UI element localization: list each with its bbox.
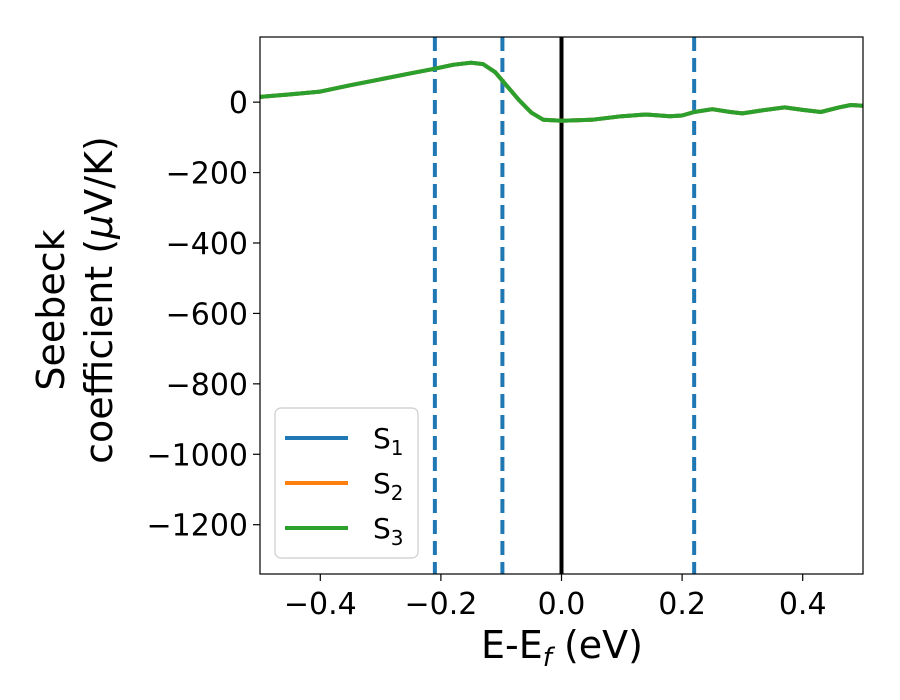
y-tick-label: 0 xyxy=(229,86,248,121)
x-tick-label: 0.2 xyxy=(658,587,706,622)
x-axis-title: E-Ef (eV) xyxy=(481,623,643,673)
y-tick-label: −600 xyxy=(166,297,248,332)
series-line-s3 xyxy=(260,60,863,123)
x-tick-label: −0.4 xyxy=(284,587,357,622)
y-axis-title-line2: coefficient (μV/K) xyxy=(77,136,121,464)
y-tick-label: −400 xyxy=(166,227,248,262)
legend-label-s3: S3 xyxy=(373,512,404,550)
x-axis-ticks: −0.4 −0.2 0.0 0.2 0.4 xyxy=(284,574,827,622)
legend-label-s1: S1 xyxy=(373,422,404,460)
series-lines xyxy=(260,60,863,123)
y-tick-label: −800 xyxy=(166,368,248,403)
y-tick-label: −200 xyxy=(166,157,248,192)
legend-label-s2: S2 xyxy=(373,467,404,505)
x-tick-label: 0.4 xyxy=(779,587,827,622)
x-tick-label: −0.2 xyxy=(404,587,477,622)
y-axis-ticks: 0 −200 −400 −600 −800 −1000 −1200 xyxy=(147,86,260,544)
reference-lines xyxy=(432,37,697,574)
y-tick-label: −1000 xyxy=(147,438,248,473)
legend: S1 S2 S3 xyxy=(274,407,419,559)
y-axis-title-line1: Seebeck xyxy=(29,229,73,390)
y-tick-label: −1200 xyxy=(147,509,248,544)
x-tick-label: 0.0 xyxy=(538,587,586,622)
